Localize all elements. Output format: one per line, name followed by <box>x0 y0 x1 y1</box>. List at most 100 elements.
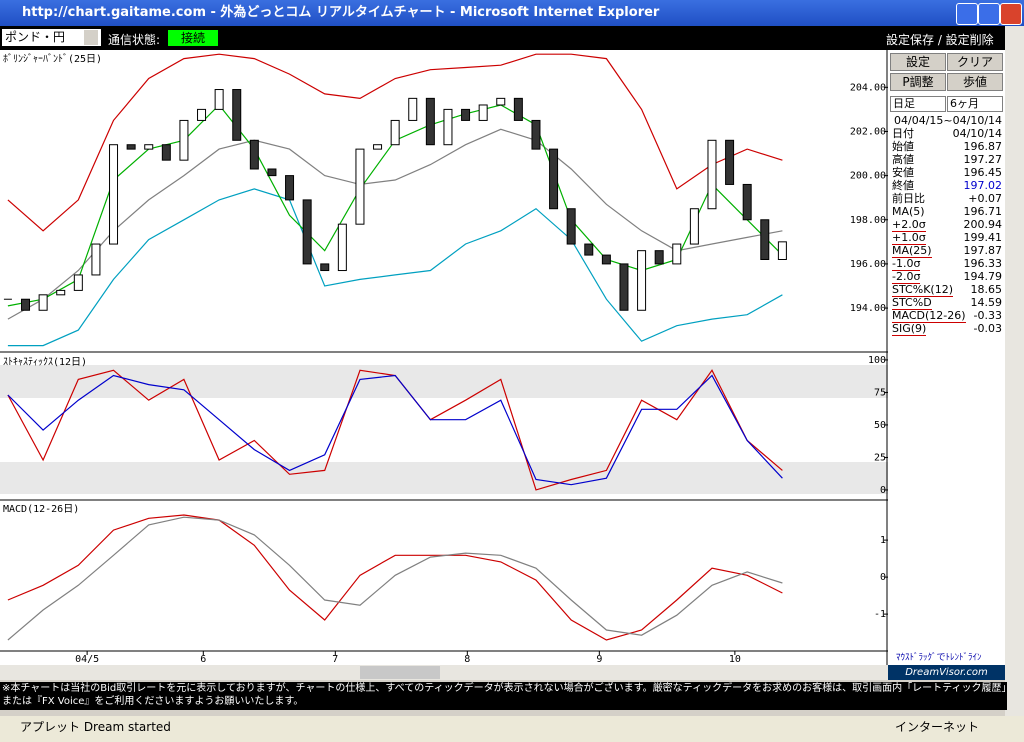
value-row: 安値 196.45 <box>892 167 1002 179</box>
candle <box>232 89 242 141</box>
pair-select[interactable]: ポンド・円 <box>2 29 101 46</box>
side-panel: 設定 クリア P調整 歩値 日足 6ヶ月 04/04/15~04/10/14 日… <box>888 50 1005 665</box>
value-row: MA(5) 196.71 <box>892 206 1002 218</box>
row-value: -0.03 <box>973 322 1002 335</box>
save-delete-link[interactable]: 設定保存 / 設定削除 <box>886 33 994 47</box>
y-tick-label: -1 <box>874 609 886 620</box>
row-value: 196.71 <box>963 205 1003 218</box>
y-tick-label: 194.00 <box>850 303 886 314</box>
y-tick-label: 100 <box>868 355 886 366</box>
row-label: MACD(12-26) <box>892 309 966 323</box>
value-row: STC%D 14.59 <box>892 296 1002 310</box>
status-indicator: 接続 <box>168 30 218 46</box>
value-row: 前日比 +0.07 <box>892 193 1002 205</box>
x-tick-label: 10 <box>729 654 741 665</box>
row-label: 始値 <box>892 140 914 153</box>
row-value: +0.07 <box>968 192 1002 205</box>
dropdown-arrow[interactable] <box>84 30 98 45</box>
row-label: MA(5) <box>892 205 925 218</box>
value-row: MACD(12-26) -0.33 <box>892 309 1002 323</box>
close-button[interactable] <box>1000 3 1022 25</box>
candle <box>531 119 541 150</box>
x-tick-label: 04/5 <box>75 654 99 665</box>
row-label: 高値 <box>892 153 914 166</box>
brand[interactable]: DreamVisor.com <box>888 665 1005 680</box>
candle <box>513 97 523 121</box>
y-tick-label: 75 <box>874 387 886 398</box>
candle <box>390 119 400 146</box>
y-tick-label: 25 <box>874 452 886 463</box>
candle <box>689 208 699 245</box>
horizontal-scrollbar[interactable] <box>0 665 888 680</box>
x-tick-label: 7 <box>332 654 338 665</box>
range-select[interactable]: 6ヶ月 <box>947 96 1003 112</box>
period-select[interactable]: 日足 <box>890 96 946 112</box>
status-text: アプレット Dream started <box>20 720 171 734</box>
candle <box>56 289 66 296</box>
candle <box>249 139 259 170</box>
y-tick-label: 1 <box>880 535 886 546</box>
value-row: STC%K(12) 18.65 <box>892 283 1003 297</box>
candle <box>144 144 154 150</box>
row-value: 199.41 <box>963 231 1003 244</box>
row-value: 197.02 <box>963 179 1003 192</box>
row-label: STC%D <box>892 296 932 310</box>
value-row: +2.0σ 200.94 <box>892 218 1003 232</box>
row-label: 前日比 <box>892 192 925 205</box>
y-tick-label: 0 <box>880 485 886 496</box>
row-label: -1.0σ <box>892 257 921 271</box>
value-row: 日付 04/10/14 <box>892 128 1002 140</box>
candle <box>584 243 594 256</box>
x-tick-label: 8 <box>464 654 470 665</box>
indicator-line <box>7 514 783 641</box>
candle <box>760 219 770 260</box>
indicator-line <box>7 53 783 232</box>
panel-title: ｽﾄｷｬｽﾃｨｯｸｽ(12日) <box>3 356 87 368</box>
settings-button[interactable]: 設定 <box>890 53 946 71</box>
candle <box>725 139 735 185</box>
y-tick-label: 0 <box>880 572 886 583</box>
candle <box>496 97 506 106</box>
overbought-band <box>0 365 888 398</box>
candle <box>566 208 576 245</box>
oversold-band <box>0 462 888 494</box>
price-adjust-button[interactable]: P調整 <box>890 73 946 91</box>
candle <box>672 243 682 265</box>
candle <box>38 294 48 311</box>
candle <box>179 119 189 161</box>
candle <box>302 199 312 265</box>
candle <box>126 144 136 150</box>
y-tick-label: 202.00 <box>850 126 886 137</box>
x-tick-label: 9 <box>596 654 602 665</box>
panel-title: ﾎﾞﾘﾝｼﾞｬｰﾊﾞﾝﾄﾞ(25日) <box>3 53 102 65</box>
candle <box>549 148 559 210</box>
candle <box>197 108 207 121</box>
status-bar: アプレット Dream started インターネット <box>0 716 1024 742</box>
candle <box>21 298 31 311</box>
value-row: SIG(9) -0.03 <box>892 322 1002 336</box>
minimize-button[interactable] <box>956 3 978 25</box>
indicator-line <box>7 188 783 347</box>
row-value: 200.94 <box>963 218 1003 231</box>
clear-button[interactable]: クリア <box>947 53 1003 71</box>
row-label: SIG(9) <box>892 322 927 336</box>
candle <box>443 108 453 146</box>
candle <box>214 89 224 110</box>
candle <box>619 263 629 311</box>
row-value: 18.65 <box>970 283 1003 296</box>
window-title: http://chart.gaitame.com - 外為どっとコム リアルタイ… <box>22 5 660 20</box>
candle <box>285 175 295 201</box>
candle <box>637 250 647 311</box>
vertical-scrollbar[interactable] <box>1005 26 1024 716</box>
indicator-line <box>7 374 783 486</box>
row-label: 安値 <box>892 166 914 179</box>
scroll-thumb[interactable] <box>360 666 440 679</box>
candle <box>161 144 171 161</box>
value-row: +1.0σ 199.41 <box>892 231 1003 245</box>
value-row: -2.0σ 194.79 <box>892 270 1002 284</box>
candle <box>461 108 471 121</box>
candle <box>478 104 488 121</box>
tick-button[interactable]: 歩値 <box>947 73 1003 91</box>
maximize-button[interactable] <box>978 3 1000 25</box>
